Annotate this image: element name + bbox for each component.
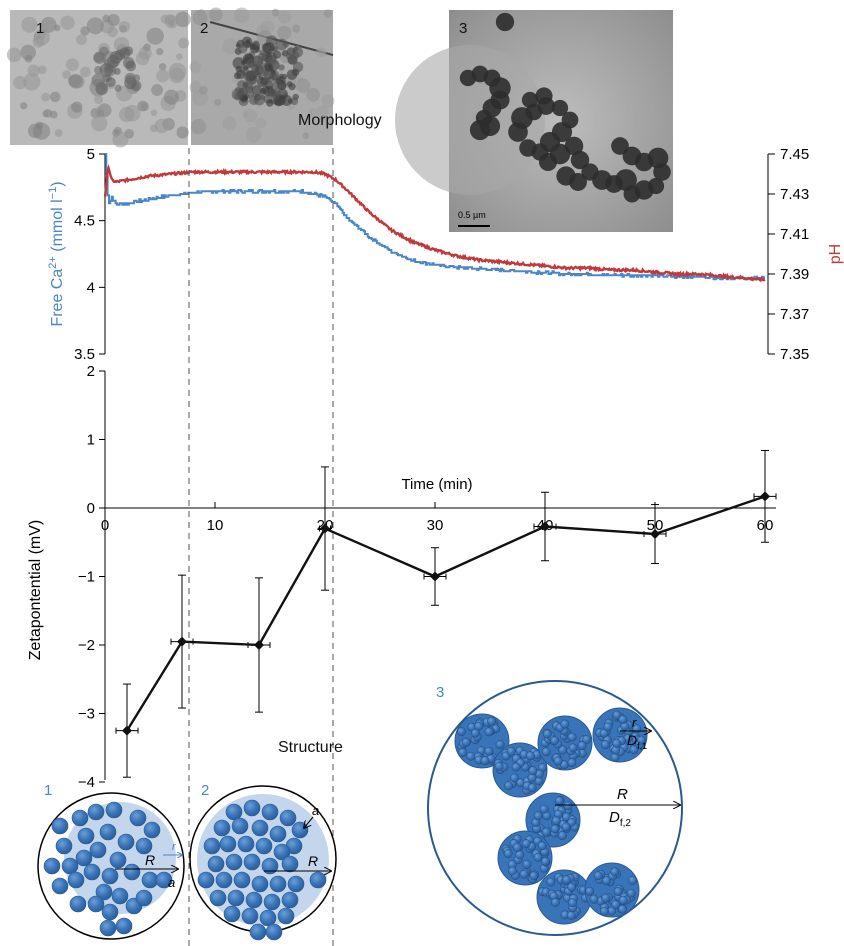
calcium-y-tick-label: 4.5 [74, 213, 95, 230]
schematic-panel-1-label: 1 [44, 782, 52, 799]
schematic-2: R a [189, 785, 337, 941]
calcium-series-line [105, 153, 765, 281]
structure-label: Structure [278, 739, 343, 756]
time-x-tick-label: 0 [101, 517, 109, 534]
schematic-3-R-label: R [617, 786, 628, 803]
ph-y-tick-label: 7.37 [780, 306, 809, 323]
tem-image-3 [395, 10, 673, 232]
zeta-series-line [125, 495, 766, 732]
time-axis-label: Time (min) [401, 476, 472, 493]
zeta-data-point [320, 523, 330, 534]
schematic-3: R Df,2 r Df,1 [427, 680, 683, 936]
zeta-y-tick-label: −4 [78, 774, 95, 791]
ph-y-tick-label: 7.41 [780, 226, 809, 243]
ph-axis-label: pH [827, 244, 844, 264]
zeta-data-point [254, 640, 264, 650]
ph-y-tick-label: 7.45 [780, 146, 809, 163]
zeta-data-point [540, 521, 550, 532]
schematic-1: R r a [37, 792, 185, 940]
tem-image-2 [189, 7, 335, 145]
tem-image-1 [6, 10, 191, 148]
time-x-tick-label: 30 [427, 517, 444, 534]
calcium-axis-label: Free Ca2+ (mmol l−1) [47, 181, 66, 326]
zeta-axis-label: Zetapontential (mV) [27, 520, 44, 661]
calcium-y-tick-label: 4 [87, 279, 95, 296]
zeta-y-tick-label: −2 [78, 637, 95, 654]
zeta-data-point [122, 725, 132, 736]
zeta-y-tick-label: 1 [87, 432, 95, 449]
tem-panel-2-label: 2 [200, 20, 208, 37]
zeta-data-point [177, 636, 187, 647]
zeta-y-tick-label: −1 [78, 569, 95, 586]
scale-bar-label: 0.5 µm [458, 210, 486, 220]
zeta-y-tick-label: −3 [78, 706, 95, 723]
schematic-3-D-f2-label: Df,2 [609, 809, 631, 829]
zeta-potential-chart: 210−1−2−3−4 0102030405060 Time (min) Zet… [27, 363, 777, 791]
zeta-data-point [430, 571, 440, 582]
time-x-tick-label: 10 [207, 517, 224, 534]
schematic-2-R-label: R [308, 853, 318, 869]
ph-y-tick-label: 7.43 [780, 186, 809, 203]
ph-series-line [103, 164, 766, 283]
schematic-panel-2-label: 2 [201, 782, 209, 799]
schematic-3-r-label: r [632, 715, 637, 730]
schematic-panel-3-label: 3 [436, 684, 444, 701]
schematic-1-r-label: r [172, 841, 177, 853]
schematic-3-D-f1-label: Df,1 [627, 732, 647, 751]
tem-panel-3-label: 3 [459, 20, 467, 37]
calcium-y-tick-label: 5 [87, 146, 95, 163]
ph-y-tick-label: 7.35 [780, 346, 809, 363]
schematic-1-R-label: R [145, 852, 155, 868]
ph-y-tick-label: 7.39 [780, 266, 809, 283]
zeta-data-point [650, 529, 660, 540]
zeta-y-tick-label: 0 [87, 500, 95, 517]
calcium-y-tick-label: 3.5 [74, 346, 95, 363]
tem-panel-1-label: 1 [36, 20, 44, 37]
morphology-label: Morphology [298, 112, 382, 129]
zeta-data-point [760, 491, 770, 502]
schematic-1-a-label: a [168, 875, 175, 890]
zeta-y-tick-label: 2 [87, 363, 95, 380]
schematic-2-a-label: a [312, 803, 319, 818]
calcium-ph-chart: 5 4.5 4 3.5 7.45 7.43 7.41 7.39 7.37 7.35 Free C… [47, 146, 844, 363]
